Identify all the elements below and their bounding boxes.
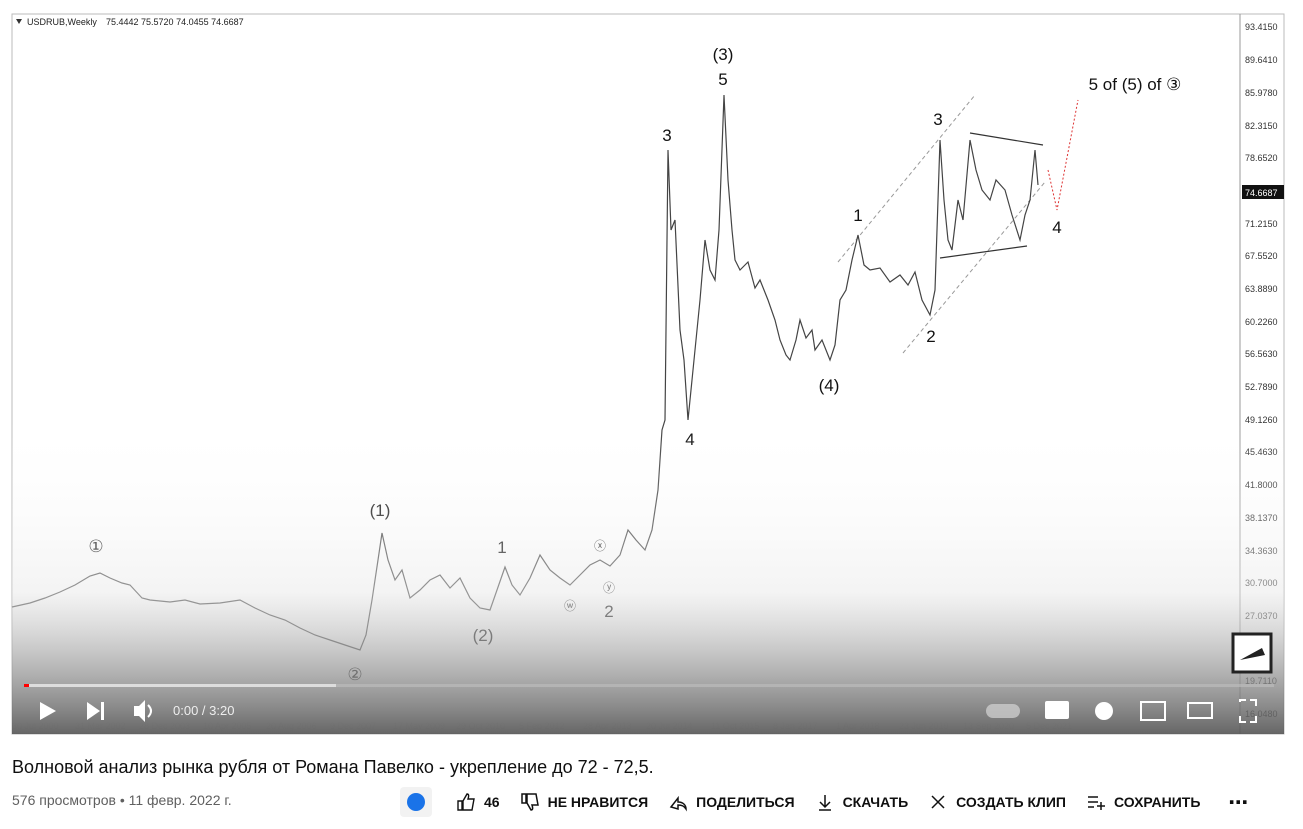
video-player[interactable]: USDRUB,Weekly 75.4442 75.5720 74.0455 74… — [0, 0, 1303, 745]
time: 0:00 / 3:20 — [173, 703, 234, 718]
action-button[interactable]: СКАЧАТЬ — [805, 787, 919, 817]
video-meta: 576 просмотров • 11 февр. 2022 г. — [12, 792, 232, 808]
next-button[interactable] — [87, 702, 104, 720]
price-label: 60.2260 — [1245, 317, 1278, 327]
like-button[interactable]: 46 — [446, 787, 510, 817]
autoplay-toggle[interactable] — [986, 704, 1020, 718]
progress — [24, 684, 29, 687]
symbol: USDRUB,Weekly — [27, 17, 97, 27]
theater-button[interactable] — [1187, 702, 1213, 719]
wave-label: (3) — [713, 45, 734, 64]
action-label: СКАЧАТЬ — [842, 794, 909, 810]
miniplayer-button[interactable] — [1140, 701, 1166, 721]
creator-badge[interactable] — [400, 787, 432, 817]
volume-button[interactable] — [134, 700, 152, 722]
price-label: 52.7890 — [1245, 382, 1278, 392]
action-bar: 46 НЕ НРАВИТСЯ ПОДЕЛИТЬСЯ СКАЧАТЬ СОЗДАТЬ К… — [400, 787, 1258, 817]
ohlc: 75.4442 75.5720 74.0455 74.6687 — [106, 17, 244, 27]
wave-label: 3 — [662, 126, 671, 145]
price-label: 67.5520 — [1245, 251, 1278, 261]
settings-button[interactable] — [1095, 702, 1113, 720]
action-icon — [520, 793, 539, 811]
projection — [1047, 99, 1079, 211]
wave-label: 3 — [933, 110, 942, 129]
action-icon — [669, 795, 687, 812]
menu-arrow — [16, 19, 22, 24]
current-price: 74.6687 — [1245, 188, 1278, 198]
like-count: 46 — [484, 794, 500, 810]
action-icon — [818, 795, 831, 811]
action-label: СОХРАНИТЬ — [1113, 794, 1201, 810]
watermark-icon — [1240, 648, 1265, 660]
wave-label: 1 — [853, 206, 862, 225]
progress-track[interactable] — [24, 684, 1274, 687]
more-button[interactable]: ⋯ — [1228, 791, 1249, 814]
action-button[interactable]: СОХРАНИТЬ — [1076, 787, 1210, 817]
wave-label: 5 of (5) of ③ — [1089, 75, 1182, 94]
price-label: 78.6520 — [1245, 153, 1278, 163]
action-label: НЕ НРАВИТСЯ — [547, 794, 649, 810]
channel — [837, 94, 1046, 354]
buffer — [24, 684, 336, 687]
subtitles-button[interactable] — [1045, 701, 1069, 719]
wave-label: 4 — [1052, 218, 1061, 237]
current-price-box — [1242, 185, 1284, 199]
price-label: 93.4150 — [1245, 22, 1278, 32]
action-label: СОЗДАТЬ КЛИП — [956, 794, 1066, 810]
action-button[interactable]: СОЗДАТЬ КЛИП — [918, 787, 1076, 817]
triangle — [939, 132, 1044, 259]
controls-shade — [12, 420, 1284, 734]
play-button[interactable] — [40, 702, 56, 720]
action-icon — [931, 795, 945, 809]
channel-watermark[interactable] — [1231, 632, 1273, 674]
price-label: 82.3150 — [1245, 121, 1278, 131]
action-icon — [1087, 796, 1105, 810]
action-button[interactable]: НЕ НРАВИТСЯ — [510, 787, 659, 817]
video-title: Волновой анализ рынка рубля от Романа Па… — [12, 757, 654, 777]
action-button[interactable]: ПОДЕЛИТЬСЯ — [658, 787, 804, 817]
action-label: ПОДЕЛИТЬСЯ — [696, 794, 795, 810]
price-label: 85.9780 — [1245, 88, 1278, 98]
wave-label: (4) — [819, 376, 840, 395]
price-label: 56.5630 — [1245, 349, 1278, 359]
fullscreen-button[interactable] — [1239, 699, 1257, 723]
price-label: 89.6410 — [1245, 55, 1278, 65]
price-label: 71.2150 — [1245, 219, 1278, 229]
wave-label: 5 — [718, 70, 727, 89]
price-label: 63.8890 — [1245, 284, 1278, 294]
wave-label: 2 — [926, 327, 935, 346]
